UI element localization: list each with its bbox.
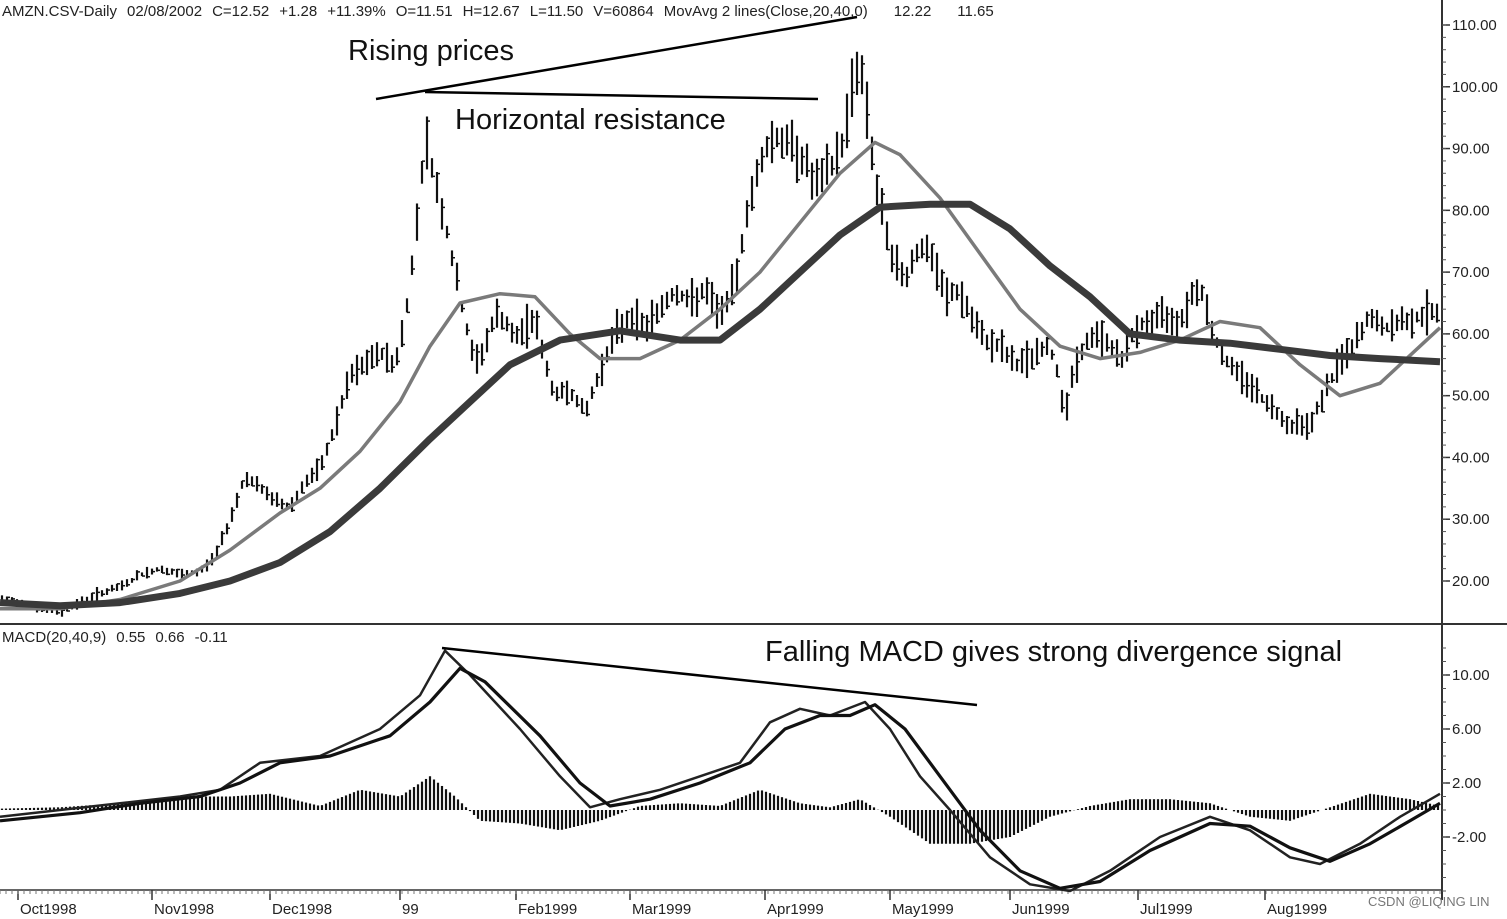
price-header: AMZN.CSV-Daily 02/08/2002 C=12.52 +1.28 +11.… [2, 3, 994, 20]
time-tick-label: Dec1998 [272, 901, 332, 918]
ma-20-line [0, 140, 1442, 611]
macd-tick-label: 6.00 [1452, 721, 1481, 738]
price-tick-label: 50.00 [1452, 388, 1490, 405]
macd-divergence-trendline [441, 646, 978, 707]
header-open: O=11.51 [396, 3, 453, 20]
time-tick-label: Aug1999 [1267, 901, 1327, 918]
macd-axis-ticks: 10.00 6.00 2.00 -2.00 [1442, 647, 1490, 892]
moving-average-lines [0, 140, 1442, 611]
price-bars [0, 51, 1440, 617]
macd-tick-label: 2.00 [1452, 775, 1481, 792]
macd-line [0, 649, 1441, 893]
price-tick-label: 20.00 [1452, 573, 1490, 590]
time-tick-label: Mar1999 [632, 901, 691, 918]
header-ma2-value: 11.65 [957, 3, 993, 20]
ma-40-line [0, 200, 1441, 610]
time-tick-label: 99 [402, 901, 419, 918]
price-tick-label: 110.00 [1452, 17, 1497, 34]
header-date: 02/08/2002 [127, 3, 202, 20]
header-volume: V=60864 [593, 3, 653, 20]
price-tick-label: 100.00 [1452, 79, 1498, 96]
macd-indicator: MACD(20,40,9) [2, 629, 106, 646]
signal-value: 0.66 [155, 629, 184, 646]
time-tick-label: Oct1998 [20, 901, 77, 918]
macd-value: 0.55 [116, 629, 145, 646]
time-tick-label: Jul1999 [1140, 901, 1193, 918]
annotation-falling-macd: Falling MACD gives strong divergence sig… [765, 636, 1342, 668]
price-tick-label: 30.00 [1452, 511, 1490, 528]
macd-lines [0, 649, 1441, 893]
header-high: H=12.67 [463, 3, 520, 20]
header-ma1-value: 12.22 [894, 3, 932, 20]
time-tick-label: Apr1999 [767, 901, 824, 918]
annotation-rising-prices: Rising prices [348, 35, 514, 67]
rising-prices-trendline [375, 15, 858, 101]
header-indicator: MovAvg 2 lines(Close,20,40,0) [664, 3, 868, 20]
price-tick-label: 70.00 [1452, 264, 1490, 281]
price-tick-label: 40.00 [1452, 449, 1490, 466]
signal-line [0, 666, 1441, 890]
price-tick-label: 80.00 [1452, 202, 1490, 219]
header-symbol: AMZN.CSV-Daily [2, 3, 118, 20]
annotation-horizontal-resistance: Horizontal resistance [455, 104, 726, 136]
header-change: +1.28 [279, 3, 317, 20]
watermark: CSDN @LIQING LIN [1368, 894, 1490, 909]
price-tick-label: 90.00 [1452, 141, 1490, 158]
time-tick-label: May1999 [892, 901, 954, 918]
time-axis: Oct1998 Nov1998 Dec1998 99 Feb1999 Mar1999 Apr… [0, 890, 1441, 918]
header-close: C=12.52 [212, 3, 269, 20]
header-change-pct: +11.39% [327, 3, 386, 20]
time-tick-label: Nov1998 [154, 901, 214, 918]
macd-tick-label: 10.00 [1452, 667, 1490, 684]
macd-histogram [0, 776, 1440, 844]
macd-tick-label: -2.00 [1452, 829, 1486, 846]
time-tick-label: Feb1999 [518, 901, 577, 918]
price-axis-ticks: 110.00 100.00 90.00 80.00 70.00 60.00 50.00 40.… [1442, 17, 1498, 590]
header-low: L=11.50 [530, 3, 584, 20]
time-tick-label: Jun1999 [1012, 901, 1070, 918]
hist-value: -0.11 [195, 629, 228, 646]
macd-header: MACD(20,40,9) 0.55 0.66 -0.11 [2, 629, 228, 646]
price-tick-label: 60.00 [1452, 326, 1490, 343]
horizontal-resistance-line [424, 90, 819, 101]
